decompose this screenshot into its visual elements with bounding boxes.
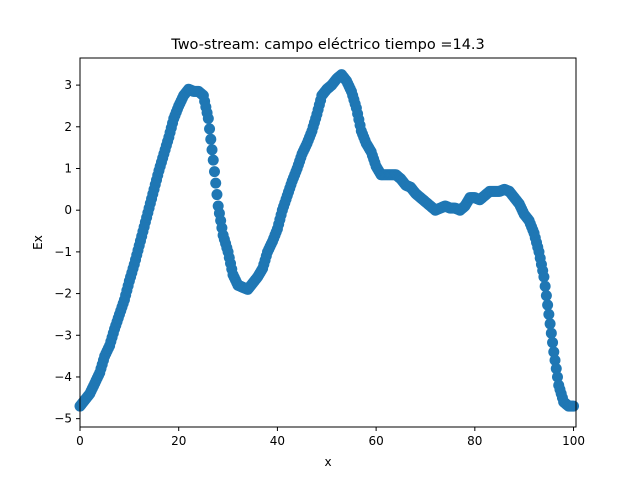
x-tick-label: 40: [270, 434, 285, 448]
y-tick-label: 1: [64, 161, 72, 175]
data-point: [202, 112, 214, 124]
x-tick-label: 100: [562, 434, 585, 448]
data-point: [544, 318, 556, 330]
data-point: [550, 363, 562, 375]
data-point: [540, 290, 552, 302]
y-axis-ticks: −5 −4 −3 −2 −1 0 1 2 3: [54, 78, 80, 426]
y-tick-label: −4: [54, 370, 72, 384]
y-tick-label: 2: [64, 120, 72, 134]
data-point: [551, 371, 563, 383]
data-point: [543, 308, 555, 320]
x-tick-label: 80: [467, 434, 482, 448]
data-point: [206, 144, 218, 156]
data-point: [208, 166, 220, 178]
chart-title: Two-stream: campo eléctrico tiempo =14.3: [170, 37, 485, 53]
x-tick-label: 0: [76, 434, 84, 448]
data-point: [204, 123, 216, 135]
y-axis-label: Ex: [31, 235, 45, 250]
data-point: [547, 337, 559, 349]
data-point: [205, 133, 217, 145]
y-tick-label: −1: [54, 245, 72, 259]
x-axis-label: x: [324, 455, 331, 469]
data-point: [549, 354, 561, 366]
x-axis-ticks: 0 20 40 60 80 100: [76, 427, 585, 448]
data-point: [539, 280, 551, 292]
data-point: [542, 299, 554, 311]
scatter-series: [74, 69, 580, 412]
axes-frame: [79, 57, 577, 428]
data-point: [568, 400, 580, 412]
y-tick-label: 0: [64, 203, 72, 217]
data-point: [211, 189, 223, 201]
data-point: [210, 177, 222, 189]
y-tick-label: −3: [54, 328, 72, 342]
data-point: [538, 271, 550, 283]
y-tick-label: −5: [54, 412, 72, 426]
x-tick-label: 20: [171, 434, 186, 448]
data-point: [545, 327, 557, 339]
y-tick-label: 3: [64, 78, 72, 92]
x-tick-label: 60: [368, 434, 383, 448]
data-point: [548, 346, 560, 358]
data-point: [207, 154, 219, 166]
y-tick-label: −2: [54, 287, 72, 301]
